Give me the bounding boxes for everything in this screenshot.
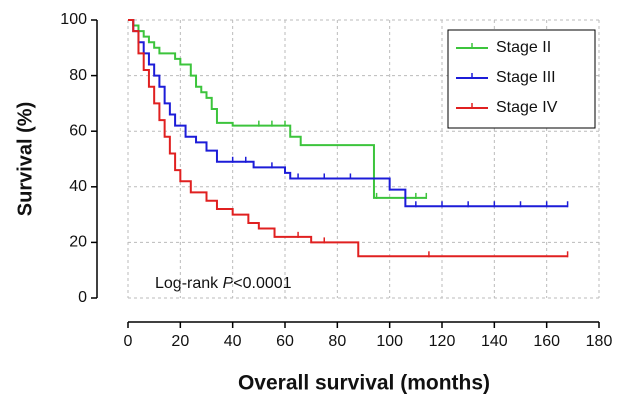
- legend-label: Stage IV: [496, 99, 558, 116]
- y-tick-label: 80: [69, 67, 87, 84]
- survival-curve: [128, 19, 427, 199]
- y-tick-label: 100: [60, 11, 87, 28]
- y-tick-label: 0: [78, 289, 87, 306]
- x-tick-label: 180: [586, 333, 613, 350]
- x-tick-label: 120: [429, 333, 456, 350]
- x-tick-label: 100: [376, 333, 403, 350]
- y-tick-label: 60: [69, 122, 87, 139]
- x-tick-label: 0: [124, 333, 133, 350]
- annotation-text: P: [223, 275, 234, 292]
- annotation-text: Log-rank: [155, 275, 223, 292]
- annotation: Log-rank P<0.0001: [155, 275, 292, 292]
- x-tick-label: 20: [171, 333, 189, 350]
- annotation-text: <0.0001: [233, 275, 291, 292]
- x-tick-label: 140: [481, 333, 508, 350]
- y-tick-label: 20: [69, 234, 87, 251]
- legend-label: Stage II: [496, 39, 551, 56]
- legend-label: Stage III: [496, 69, 556, 86]
- survival-curve: [128, 19, 568, 258]
- y-tick-label: 40: [69, 178, 87, 195]
- x-tick-label: 80: [328, 333, 346, 350]
- y-axis-label: Survival (%): [14, 102, 36, 216]
- x-tick-label: 40: [224, 333, 242, 350]
- x-tick-label: 60: [276, 333, 294, 350]
- x-axis-label: Overall survival (months): [238, 372, 490, 395]
- x-tick-label: 160: [533, 333, 560, 350]
